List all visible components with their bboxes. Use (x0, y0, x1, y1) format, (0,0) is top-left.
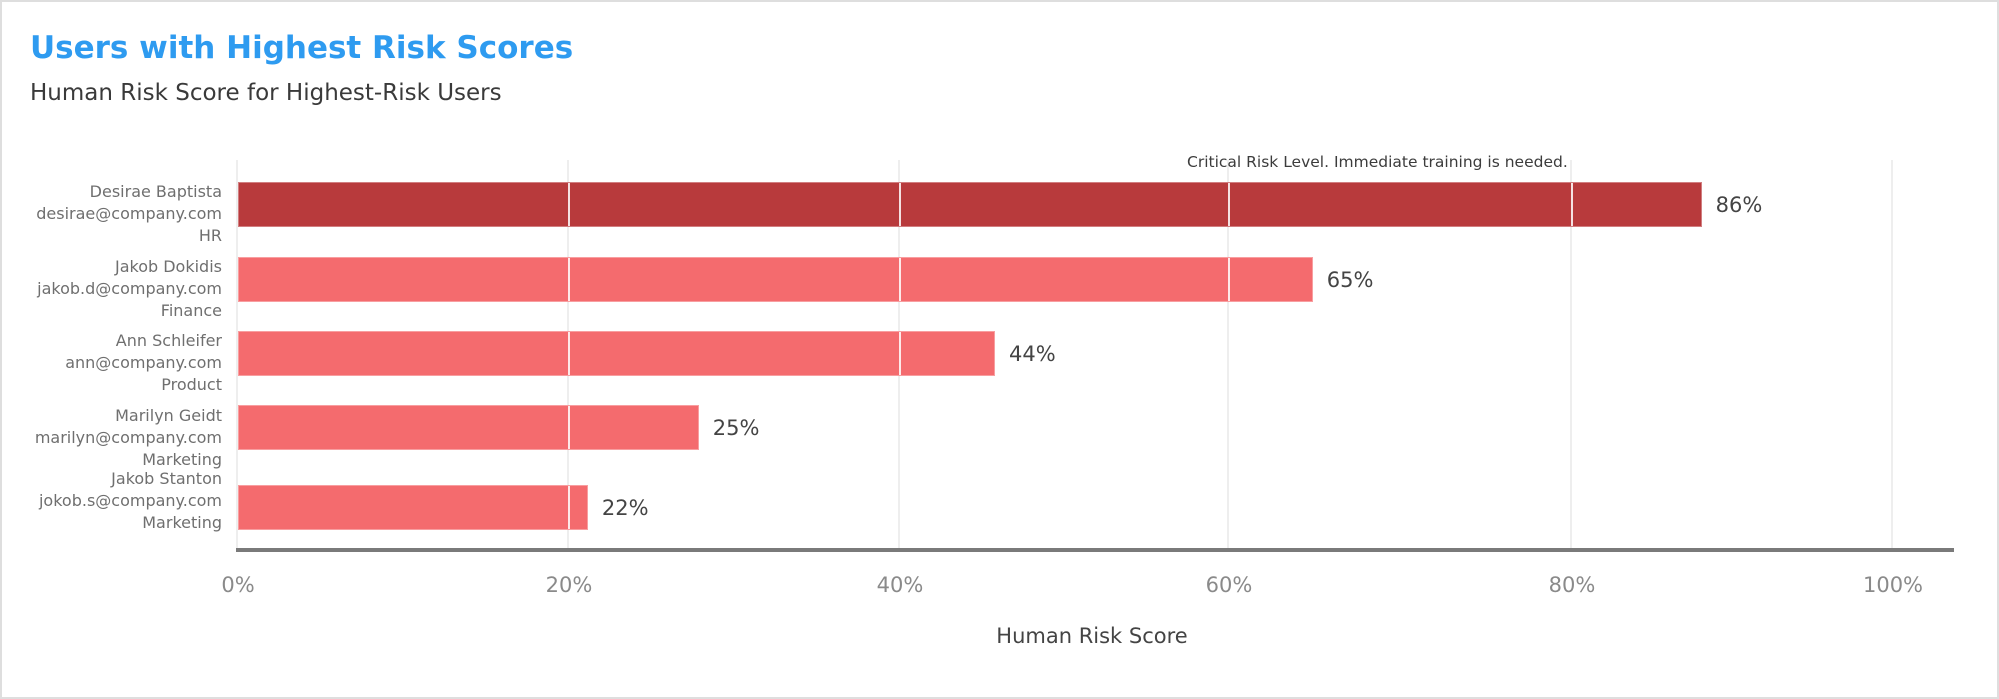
bar-gridline-overlay (568, 332, 570, 375)
bar-value-label: 86% (1715, 193, 1763, 217)
chart-subtitle: Human Risk Score for Highest-Risk Users (30, 80, 502, 106)
bar-gridline-overlay (1571, 183, 1573, 226)
risk-bar[interactable] (238, 405, 699, 450)
user-email: desirae@company.com (36, 204, 222, 223)
risk-bar[interactable] (238, 485, 588, 530)
user-department: Finance (160, 301, 222, 320)
bar-gridline-overlay (1228, 258, 1230, 301)
x-gridline (1227, 160, 1229, 548)
user-email: jakob.d@company.com (37, 279, 222, 298)
critical-risk-annotation: Critical Risk Level. Immediate training … (1187, 153, 1568, 171)
user-email: ann@company.com (65, 353, 222, 372)
bar-gridline-overlay (899, 183, 901, 226)
user-name: Marilyn Geidt (115, 406, 222, 425)
x-tick-label: 0% (221, 573, 255, 597)
x-axis-line (236, 548, 1954, 552)
bar-gridline-overlay (1228, 183, 1230, 226)
user-label: Jakob Stanton jokob.s@company.com Market… (39, 468, 222, 534)
user-label: Ann Schleifer ann@company.com Product (65, 330, 222, 396)
user-name: Jakob Stanton (111, 469, 222, 488)
user-label: Desirae Baptista desirae@company.com HR (36, 181, 222, 247)
user-department: HR (198, 226, 222, 245)
x-tick-label: 80% (1548, 573, 1596, 597)
user-name: Desirae Baptista (89, 182, 222, 201)
risk-bar[interactable] (238, 257, 1313, 302)
bar-gridline-overlay (899, 332, 901, 375)
risk-bar[interactable] (238, 331, 995, 376)
user-department: Product (161, 375, 222, 394)
bar-gridline-overlay (568, 258, 570, 301)
bar-value-label: 44% (1008, 342, 1056, 366)
x-tick-label: 100% (1862, 573, 1924, 597)
x-axis-title: Human Risk Score (996, 624, 1188, 648)
user-label: Jakob Dokidis jakob.d@company.com Financ… (37, 256, 222, 322)
user-email: jokob.s@company.com (38, 491, 222, 510)
x-tick-label: 60% (1205, 573, 1253, 597)
chart-title: Users with Highest Risk Scores (30, 30, 574, 66)
user-name: Ann Schleifer (115, 331, 222, 350)
x-gridline (1570, 160, 1572, 548)
bar-gridline-overlay (568, 183, 570, 226)
bar-value-label: 22% (601, 496, 649, 520)
user-email: marilyn@company.com (34, 428, 222, 447)
user-department: Marketing (142, 450, 222, 469)
bar-gridline-overlay (568, 406, 570, 449)
bar-value-label: 25% (712, 416, 760, 440)
x-tick-label: 20% (545, 573, 593, 597)
user-label: Marilyn Geidt marilyn@company.com Market… (35, 405, 222, 471)
user-department: Marketing (142, 513, 222, 532)
user-name: Jakob Dokidis (114, 257, 222, 276)
bar-gridline-overlay (568, 486, 570, 529)
y-axis-line (236, 160, 238, 550)
x-gridline (1891, 160, 1893, 548)
bar-value-label: 65% (1326, 268, 1374, 292)
x-tick-label: 40% (876, 573, 924, 597)
risk-bar[interactable] (238, 182, 1702, 227)
bar-gridline-overlay (899, 258, 901, 301)
